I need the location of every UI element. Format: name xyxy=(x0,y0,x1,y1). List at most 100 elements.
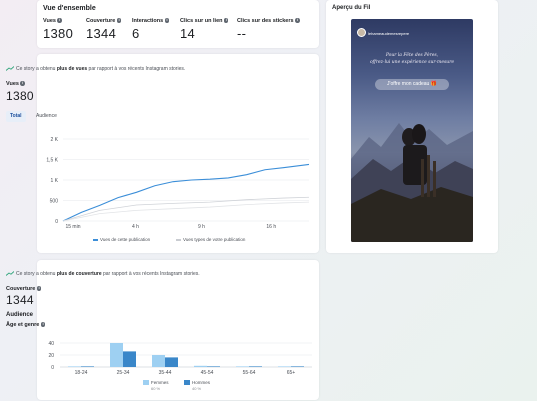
metric-label: Interactions xyxy=(132,18,164,24)
overview-card: Vue d'ensemble Vues i 1380 Couverture i 13… xyxy=(37,0,319,48)
insight-text: par rapport à vos récents Instagram stor… xyxy=(87,66,186,72)
metric-label: Clics sur un lien xyxy=(180,18,223,24)
metric-views: Vues i 1380 xyxy=(43,18,73,41)
metric-sticker-clicks: Clics sur des stickers i -- xyxy=(237,18,300,41)
bar-femmes xyxy=(68,366,81,367)
story-preview[interactable]: lehameaudemesrepere Pour la Fête des Pèr… xyxy=(351,19,473,242)
legend-percent: 60 % xyxy=(151,386,161,392)
tab-total[interactable]: Total xyxy=(6,111,26,122)
info-icon[interactable]: i xyxy=(295,18,300,23)
x-tick-label: 4 h xyxy=(132,224,139,230)
insight-text: Ce story a obtenu xyxy=(16,271,57,277)
age-gender-title: Âge et genre xyxy=(6,322,40,328)
insight-text: Ce story a obtenu xyxy=(16,66,57,72)
y-tick-label: 1 K xyxy=(50,178,58,184)
bar-hommes xyxy=(249,366,262,367)
bar-femmes xyxy=(236,366,249,367)
bar-femmes xyxy=(152,355,165,367)
story-text: offrez-lui une expérience sur-mesure xyxy=(369,60,455,65)
legend-men: Hommes 40 % xyxy=(184,380,210,391)
legend-swatch xyxy=(184,380,190,386)
story-image xyxy=(351,123,473,242)
legend-percent: 40 % xyxy=(192,386,202,392)
bar-hommes xyxy=(165,357,178,367)
reach-value: 1344 xyxy=(6,293,34,307)
metric-value: 1380 xyxy=(43,26,74,41)
reach-label: Couverture xyxy=(6,286,36,292)
metric-link-clicks: Clics sur un lien i 14 xyxy=(180,18,229,41)
views-value: 1380 xyxy=(6,89,34,103)
info-icon[interactable]: i xyxy=(116,18,122,23)
insight-text: par rapport à vos récents Instagram stor… xyxy=(101,271,200,277)
views-insight: Ce story a obtenu plus de vues par rappo… xyxy=(6,66,185,72)
bar-femmes xyxy=(194,365,207,367)
x-tick-label: 55-64 xyxy=(243,370,256,376)
legend-swatch xyxy=(93,239,98,241)
insight-bold: plus de vues xyxy=(56,66,88,72)
audience-title: Audience xyxy=(6,312,34,318)
story-link-sticker[interactable]: J'offre mon cadeau 🎁 xyxy=(375,79,449,90)
legend-swatch xyxy=(176,239,181,241)
bar-hommes xyxy=(123,351,136,367)
insight-bold: plus de couverture xyxy=(56,271,102,277)
metric-interactions: Interactions i 6 xyxy=(132,18,170,41)
reach-insight: Ce story a obtenu plus de couverture par… xyxy=(6,271,200,277)
x-tick-label: 15 min xyxy=(65,224,80,230)
info-icon[interactable]: i xyxy=(36,286,42,291)
info-icon[interactable]: i xyxy=(20,81,25,86)
y-tick-label: 20 xyxy=(48,353,54,359)
metric-label: Vues xyxy=(43,18,56,24)
trend-up-icon xyxy=(6,66,14,72)
views-card xyxy=(37,54,319,253)
metric-value: 1344 xyxy=(86,26,117,41)
story-account: lehameaudemesrepere xyxy=(368,31,410,36)
y-tick-label: 2 K xyxy=(50,137,58,143)
avatar xyxy=(357,28,366,37)
preview-card: Aperçu du Fil lehameaudemesrepere Pour l… xyxy=(326,0,498,253)
x-tick-label: 45-54 xyxy=(201,370,214,376)
bar-femmes xyxy=(278,366,291,367)
reach-card xyxy=(37,260,319,400)
info-icon[interactable]: i xyxy=(40,322,46,327)
info-icon[interactable]: i xyxy=(164,18,170,23)
y-tick-label: 40 xyxy=(48,341,54,347)
preview-title: Aperçu du Fil xyxy=(332,5,371,11)
y-tick-label: 0 xyxy=(55,219,58,225)
y-tick-label: 1,5 K xyxy=(46,157,58,163)
series-line-this-post xyxy=(62,163,310,222)
x-tick-label: 65+ xyxy=(287,370,296,376)
trend-up-icon xyxy=(6,271,14,277)
legend-label: Vues types de votre publication xyxy=(183,237,246,242)
metric-label: Clics sur des stickers xyxy=(237,18,294,24)
tab-audience[interactable]: Audience xyxy=(36,113,57,119)
bar-femmes xyxy=(110,343,123,367)
overview-title: Vue d'ensemble xyxy=(43,5,96,12)
legend-label: Femmes xyxy=(151,380,169,385)
y-tick-label: 0 xyxy=(51,365,54,371)
story-text: Pour la Fête des Pères, xyxy=(385,53,439,58)
metric-reach: Couverture i 1344 xyxy=(86,18,122,41)
legend-typical: Vues types de votre publication xyxy=(176,237,245,242)
views-label: Vues xyxy=(6,81,19,87)
legend-this-post: Vues de cette publication xyxy=(93,237,150,242)
series-line-typical-band xyxy=(62,201,310,222)
x-tick-label: 35-44 xyxy=(159,370,172,376)
x-tick-label: 16 h xyxy=(266,224,276,230)
legend-women: Femmes 60 % xyxy=(143,380,169,391)
bar-hommes xyxy=(291,366,304,367)
y-tick-label: 500 xyxy=(50,198,59,204)
legend-swatch xyxy=(143,380,149,386)
series-line-typical xyxy=(62,196,310,222)
legend-label: Hommes xyxy=(192,380,211,385)
bar-hommes xyxy=(207,366,220,367)
x-tick-label: 25-34 xyxy=(117,370,130,376)
x-tick-label: 18-24 xyxy=(75,370,88,376)
metric-value: 6 xyxy=(132,26,140,41)
bar-hommes xyxy=(81,366,94,367)
info-icon[interactable]: i xyxy=(57,18,62,23)
metric-value: -- xyxy=(237,26,247,41)
info-icon[interactable]: i xyxy=(223,18,229,23)
metric-value: 14 xyxy=(180,26,196,41)
